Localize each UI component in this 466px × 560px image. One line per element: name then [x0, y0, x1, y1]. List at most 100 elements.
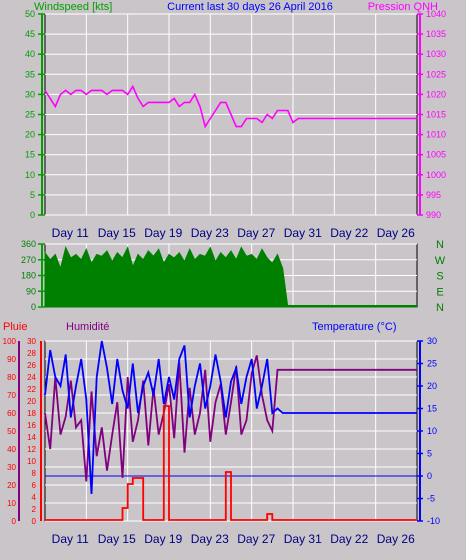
- rain-tick-label: 12: [27, 445, 36, 454]
- windspeed-tick-label: 0: [30, 210, 35, 220]
- humidity-tick-label: 10: [7, 499, 16, 508]
- pressure-tick-label: 1035: [426, 29, 446, 39]
- rain-tick-label: 24: [27, 373, 36, 382]
- pressure-axis-label: Pression QNH: [368, 1, 438, 13]
- compass-label: S: [436, 271, 443, 283]
- humidity-tick-label: 20: [7, 481, 16, 490]
- direction-tick-label: 270: [21, 255, 36, 265]
- pressure-tick-label: 1010: [426, 130, 446, 140]
- x-tick-label: Day 31: [284, 226, 322, 240]
- rain-tick-label: 6: [32, 481, 37, 490]
- chart-title: Current last 30 days 26 April 2016: [167, 1, 333, 13]
- temperature-tick-label: 30: [427, 336, 437, 346]
- x-tick-label: Day 23: [191, 226, 229, 240]
- windspeed-tick-label: 45: [25, 29, 35, 39]
- wind-pressure-grid: [45, 13, 417, 216]
- rain-tick-label: 30: [27, 337, 36, 346]
- pressure-tick-label: 1040: [426, 9, 446, 19]
- temperature-tick-label: 10: [427, 426, 437, 436]
- windspeed-tick-label: 25: [25, 110, 35, 120]
- windspeed-tick-label: 10: [25, 170, 35, 180]
- rain-tick-label: 4: [32, 493, 37, 502]
- direction-series: [44, 246, 417, 308]
- temperature-tick-label: -10: [427, 516, 440, 526]
- rain-tick-label: 18: [27, 409, 36, 418]
- rain-tick-label: 28: [27, 349, 36, 358]
- humidity-ticks: 0 10 20 30 40 50 60 70 80 90 100: [3, 337, 20, 526]
- temperature-series-line: [44, 340, 417, 495]
- windspeed-tick-label: 35: [25, 69, 35, 79]
- windspeed-tick-label: 30: [25, 89, 35, 99]
- wind-pressure-x-tick-labels: Day 11 Day 15 Day 19 Day 23 Day 27 Day 31 Day …: [52, 226, 415, 240]
- humidity-tick-label: 100: [3, 337, 17, 346]
- pressure-tick-label: 1030: [426, 49, 446, 59]
- temperature-axis-label: Temperature (°C): [312, 321, 396, 333]
- windspeed-axis-label: Windspeed [kts]: [34, 1, 112, 13]
- rain-tick-label: 22: [27, 385, 36, 394]
- direction-tick-label: 180: [21, 271, 36, 281]
- x-tick-label: Day 26: [377, 226, 415, 240]
- compass-label: N: [436, 302, 444, 314]
- humidity-series-line: [44, 355, 417, 482]
- humidity-tick-label: 60: [7, 409, 16, 418]
- x-tick-label: Day 23: [191, 532, 229, 546]
- temperature-tick-label: 5: [427, 449, 432, 459]
- compass-label: N: [436, 239, 444, 251]
- pressure-tick-label: 1020: [426, 89, 446, 99]
- temperature-tick-label: -5: [427, 494, 435, 504]
- rain-tick-label: 0: [32, 517, 37, 526]
- x-tick-label: Day 22: [330, 532, 368, 546]
- humidity-tick-label: 80: [7, 373, 16, 382]
- rain-tick-label: 20: [27, 397, 36, 406]
- windspeed-tick-label: 20: [25, 130, 35, 140]
- pressure-tick-label: 990: [426, 210, 441, 220]
- rain-tick-label: 8: [32, 469, 37, 478]
- x-tick-label: Day 26: [377, 532, 415, 546]
- humidity-tick-label: 40: [7, 445, 16, 454]
- humidity-tick-label: 90: [7, 355, 16, 364]
- rain-humidity-temperature-x-tick-labels: Day 11 Day 15 Day 19 Day 23 Day 27 Day 31 Day …: [52, 532, 415, 546]
- pressure-tick-label: 1015: [426, 110, 446, 120]
- x-tick-label: Day 22: [330, 226, 368, 240]
- pressure-tick-label: 995: [426, 190, 441, 200]
- rain-tick-label: 14: [27, 433, 36, 442]
- temperature-tick-label: 0: [427, 471, 432, 481]
- direction-tick-label: 90: [26, 286, 36, 296]
- rain-tick-label: 16: [27, 421, 36, 430]
- pressure-series-line: [44, 84, 417, 129]
- compass-label: E: [436, 286, 443, 298]
- humidity-tick-label: 50: [7, 427, 16, 436]
- x-tick-label: Day 15: [98, 226, 136, 240]
- humidity-tick-label: 30: [7, 463, 16, 472]
- windspeed-tick-label: 15: [25, 150, 35, 160]
- x-tick-label: Day 19: [144, 532, 182, 546]
- humidity-tick-label: 0: [12, 517, 17, 526]
- x-tick-label: Day 31: [284, 532, 322, 546]
- temperature-tick-label: 25: [427, 359, 437, 369]
- humidity-tick-label: 70: [7, 391, 16, 400]
- x-tick-label: Day 11: [52, 532, 89, 546]
- direction-area: [44, 246, 417, 308]
- humidity-axis-label: Humidité: [66, 321, 109, 333]
- rain-axis-label: Pluie: [3, 321, 27, 333]
- windspeed-ticks: 0 5 10 15 20 25 30 35 40 45 50: [25, 9, 45, 220]
- rain-tick-label: 10: [27, 457, 36, 466]
- x-tick-label: Day 19: [144, 226, 182, 240]
- pressure-tick-label: 1005: [426, 150, 446, 160]
- rain-tick-label: 26: [27, 361, 36, 370]
- x-tick-label: Day 15: [98, 532, 136, 546]
- pressure-ticks: 990 995 1000 1005 1010 1015 1020 1025 1030 1035 10…: [417, 9, 446, 220]
- direction-tick-label: 360: [21, 239, 36, 249]
- x-tick-label: Day 11: [52, 226, 89, 240]
- x-tick-label: Day 27: [237, 226, 275, 240]
- temperature-ticks: -10 -5 0 5 10 15 20 25 30: [417, 336, 440, 526]
- rain-series-line: [45, 405, 417, 521]
- windspeed-tick-label: 5: [30, 190, 35, 200]
- pressure-tick-label: 1000: [426, 170, 446, 180]
- temperature-tick-label: 20: [427, 381, 437, 391]
- direction-tick-label: 0: [31, 302, 36, 312]
